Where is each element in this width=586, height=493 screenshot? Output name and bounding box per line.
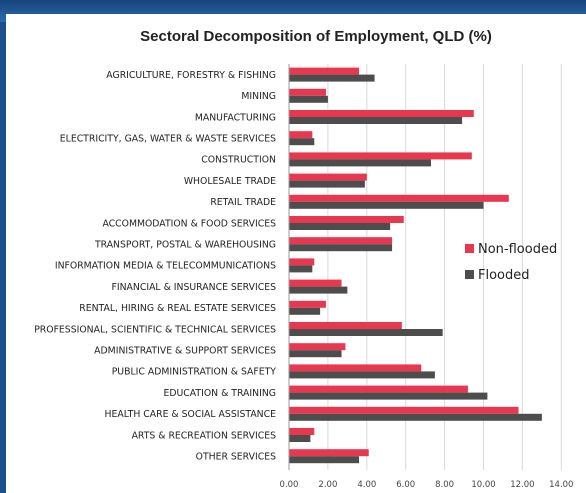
grid-lines bbox=[327, 64, 562, 470]
bar-flooded bbox=[289, 159, 431, 167]
bar-flooded bbox=[289, 350, 342, 358]
x-tick-label: 4.00 bbox=[357, 480, 376, 490]
bar-non-flooded bbox=[289, 152, 472, 160]
x-tick-label: 12.00 bbox=[510, 480, 534, 490]
bars-group bbox=[289, 67, 542, 464]
bar-flooded bbox=[289, 265, 313, 273]
category-label: ACCOMMODATION & FOOD SERVICES bbox=[102, 218, 276, 229]
bar-flooded bbox=[289, 95, 328, 103]
bar-non-flooded bbox=[289, 237, 393, 245]
legend-swatch bbox=[465, 270, 474, 279]
x-tick-label: 14.00 bbox=[549, 480, 573, 490]
category-label: RETAIL TRADE bbox=[210, 197, 276, 208]
category-label: ADMINISTRATIVE & SUPPORT SERVICES bbox=[94, 346, 276, 357]
bar-non-flooded bbox=[289, 110, 474, 117]
bar-non-flooded bbox=[289, 300, 326, 308]
bar-non-flooded bbox=[289, 385, 468, 393]
bar-non-flooded bbox=[289, 88, 326, 96]
bar-flooded bbox=[289, 371, 435, 379]
bar-flooded bbox=[289, 223, 391, 230]
category-label: PROFESSIONAL, SCIENTIFIC & TECHNICAL SER… bbox=[34, 324, 276, 335]
category-label: FINANCIAL & INSURANCE SERVICES bbox=[111, 282, 276, 293]
category-label: MANUFACTURING bbox=[195, 112, 276, 123]
category-label: WHOLESALE TRADE bbox=[184, 176, 276, 187]
category-label: RENTAL, HIRING & REAL ESTATE SERVICES bbox=[79, 303, 276, 314]
bar-non-flooded bbox=[289, 364, 422, 372]
bar-flooded bbox=[289, 413, 542, 421]
category-label: PUBLIC ADMINISTRATION & SAFETY bbox=[112, 367, 277, 378]
x-tick-label: 8.00 bbox=[435, 480, 454, 490]
category-label: INFORMATION MEDIA & TELECOMMUNICATIONS bbox=[55, 261, 276, 272]
x-tick-label: 10.00 bbox=[471, 480, 495, 490]
bar-non-flooded bbox=[289, 216, 404, 223]
x-tick-labels: 0.00 2.00 4.00 6.00 8.00 10.00 12.00 14.00 bbox=[280, 480, 574, 490]
x-tick-label: 2.00 bbox=[318, 480, 337, 490]
bar-non-flooded bbox=[289, 343, 346, 351]
legend-swatch bbox=[465, 244, 474, 253]
bar-non-flooded bbox=[289, 406, 519, 414]
bar-flooded bbox=[289, 180, 365, 188]
bar-flooded bbox=[289, 435, 311, 442]
category-label: TRANSPORT, POSTAL & WAREHOUSING bbox=[94, 240, 276, 251]
bar-non-flooded bbox=[289, 428, 315, 435]
bar-flooded bbox=[289, 307, 321, 315]
legend-label: Flooded bbox=[478, 268, 530, 283]
chart-title: Sectoral Decomposition of Employment, QL… bbox=[140, 28, 492, 45]
bar-flooded bbox=[289, 117, 463, 124]
legend-label: Non-flooded bbox=[478, 242, 557, 257]
bar-flooded bbox=[289, 392, 488, 400]
bar-flooded bbox=[289, 138, 315, 146]
bar-flooded bbox=[289, 244, 393, 252]
bar-flooded bbox=[289, 286, 348, 294]
bar-non-flooded bbox=[289, 258, 315, 266]
x-tick-label: 0.00 bbox=[280, 480, 299, 490]
bar-non-flooded bbox=[289, 279, 342, 287]
category-labels: AGRICULTURE, FORESTRY & FISHING MINING MAN… bbox=[34, 70, 276, 463]
bar-non-flooded bbox=[289, 322, 402, 329]
category-label: MINING bbox=[241, 91, 276, 102]
bar-flooded bbox=[289, 201, 484, 209]
category-label: OTHER SERVICES bbox=[196, 452, 276, 463]
bar-non-flooded bbox=[289, 173, 367, 181]
x-tick-label: 6.00 bbox=[396, 480, 415, 490]
category-label: AGRICULTURE, FORESTRY & FISHING bbox=[106, 70, 276, 81]
bar-non-flooded bbox=[289, 194, 509, 202]
category-label: HEALTH CARE & SOCIAL ASSISTANCE bbox=[105, 409, 277, 420]
category-label: EDUCATION & TRAINING bbox=[163, 388, 276, 399]
legend: Non-flooded Flooded bbox=[465, 242, 557, 283]
bar-flooded bbox=[289, 329, 443, 336]
bar-non-flooded bbox=[289, 131, 313, 139]
category-label: ARTS & RECREATION SERVICES bbox=[132, 430, 277, 441]
category-label: CONSTRUCTION bbox=[201, 155, 276, 166]
bar-non-flooded bbox=[289, 449, 369, 457]
bar-non-flooded bbox=[289, 67, 360, 75]
category-label: ELECTRICITY, GAS, WATER & WASTE SERVICES bbox=[60, 134, 276, 145]
bar-flooded bbox=[289, 74, 375, 82]
bar-flooded bbox=[289, 456, 360, 464]
